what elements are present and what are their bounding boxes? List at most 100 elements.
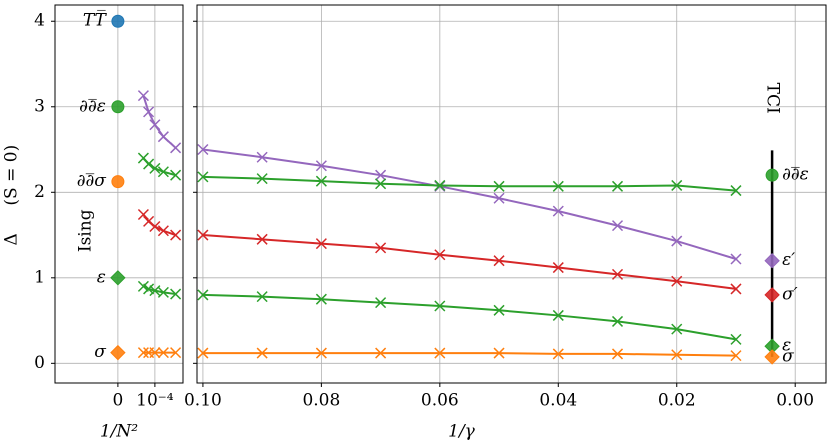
cross-marker [149, 285, 161, 297]
point-label: σ′ [782, 284, 798, 304]
point-marker [111, 14, 125, 28]
cross-marker [552, 180, 564, 192]
cross-marker [256, 151, 268, 163]
cross-marker [730, 350, 742, 362]
y-tick-label: 4 [34, 11, 45, 31]
plot-area [55, 5, 183, 383]
point-label: σ [94, 342, 106, 362]
x-tick-label: 0.04 [539, 391, 577, 411]
axes-frame [54, 4, 184, 384]
x-tick-label: 0.10 [184, 391, 222, 411]
x-axis-label: 1/N² [100, 422, 138, 442]
cross-marker [671, 235, 683, 247]
cross-marker [315, 160, 327, 172]
cross-marker [611, 315, 624, 327]
point-marker [765, 168, 779, 182]
cross-marker [197, 229, 209, 241]
cross-marker [149, 220, 161, 233]
cross-marker [143, 106, 155, 118]
point-label: ∂∂̅σ [77, 171, 107, 191]
point-marker [110, 344, 126, 361]
series-line [202, 234, 737, 290]
cross-marker [611, 348, 624, 360]
cross-marker [552, 205, 564, 217]
x-tick-label: 10⁻⁴ [136, 391, 174, 411]
point-label: ∂∂̅ε [79, 96, 106, 116]
cross-marker [671, 275, 683, 287]
cross-marker [611, 180, 624, 192]
cross-marker [256, 173, 268, 185]
plot-area [197, 5, 826, 383]
cross-marker [137, 280, 149, 292]
cross-marker [315, 175, 327, 187]
cross-marker [493, 255, 505, 267]
cross-marker [671, 179, 683, 191]
cross-marker [170, 288, 182, 300]
y-axis-label: Δ [2, 233, 22, 245]
point-label: ε [97, 267, 106, 287]
point-label: ε [782, 336, 791, 356]
y-tick-label: 0 [34, 353, 45, 373]
cross-marker [611, 268, 624, 280]
annotation: Ising [76, 209, 96, 252]
cross-marker [170, 347, 182, 359]
x-tick-label: 0.06 [421, 391, 459, 411]
point-label: TT̅ [83, 10, 108, 31]
cross-marker [170, 142, 182, 154]
point-marker [764, 252, 780, 269]
cross-marker [197, 347, 209, 359]
y-axis-note: (S = 0) [2, 145, 22, 206]
x-tick-label: 0.08 [302, 391, 340, 411]
cross-marker [149, 347, 161, 359]
point-marker [111, 175, 125, 189]
cross-marker [197, 143, 209, 156]
cross-marker [157, 225, 169, 237]
series-line [202, 352, 736, 357]
y-tick-label: 3 [34, 96, 45, 116]
annotation: TCI [763, 83, 783, 114]
cross-marker [256, 291, 268, 303]
cross-marker [170, 229, 182, 241]
series-line [202, 293, 737, 341]
cross-marker [552, 348, 564, 360]
cross-marker [552, 262, 564, 274]
cross-marker [143, 283, 155, 295]
axes-frame [196, 4, 827, 384]
y-tick-label: 1 [34, 267, 45, 287]
cross-marker [315, 293, 327, 305]
cross-marker [149, 162, 161, 174]
x-tick-label: 0.02 [658, 391, 696, 411]
cross-marker [315, 238, 327, 250]
series-line [202, 148, 737, 260]
cross-marker [434, 179, 446, 191]
cross-marker [493, 347, 505, 359]
cross-marker [671, 349, 683, 361]
cross-marker [157, 286, 169, 298]
point-label: ε′ [782, 250, 795, 270]
cross-marker [375, 347, 387, 359]
cross-marker [143, 158, 155, 170]
cross-marker [197, 289, 209, 301]
cross-marker [493, 304, 505, 316]
cross-marker [315, 347, 327, 359]
cross-marker [611, 220, 624, 232]
point-label: ∂∂̅ε [782, 165, 809, 185]
cross-marker [730, 253, 742, 265]
cross-marker [137, 90, 149, 102]
cross-marker [493, 180, 505, 192]
cross-marker [375, 242, 387, 254]
point-marker [764, 287, 780, 303]
cross-marker [197, 171, 209, 183]
cross-marker [256, 233, 268, 245]
cross-marker [730, 283, 742, 295]
cross-marker [170, 169, 182, 181]
x-axis-label: 1/γ [448, 422, 476, 442]
cross-marker [256, 347, 268, 359]
point-label: σ [782, 346, 794, 366]
series-line [202, 175, 737, 192]
cross-marker [149, 119, 161, 131]
y-tick-label: 2 [34, 182, 45, 202]
cross-marker [375, 297, 387, 309]
cross-marker [157, 347, 169, 359]
